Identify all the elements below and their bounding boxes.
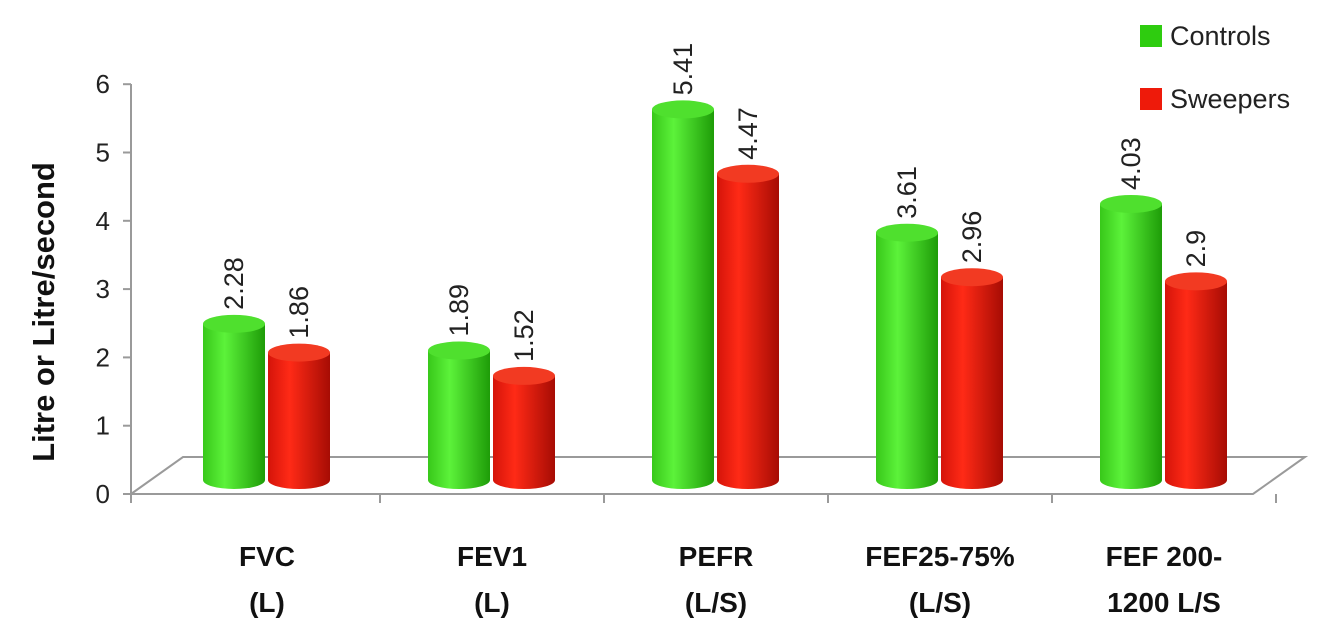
bar-controls bbox=[428, 341, 490, 489]
category-label: (L/S) bbox=[909, 587, 971, 618]
y-tick-label: 1 bbox=[96, 411, 110, 441]
y-tick-label: 0 bbox=[96, 479, 110, 509]
data-label-sweepers: 1.52 bbox=[509, 309, 539, 362]
data-label-sweepers: 2.96 bbox=[957, 211, 987, 264]
bar-body bbox=[717, 173, 779, 489]
data-label-controls: 4.03 bbox=[1116, 137, 1146, 190]
bar-sweepers bbox=[493, 366, 555, 489]
bar-body bbox=[203, 323, 265, 489]
category-label: FVC bbox=[239, 541, 295, 572]
bar-body bbox=[493, 375, 555, 489]
bar-body bbox=[428, 350, 490, 489]
x-axis-ticks bbox=[130, 494, 1277, 503]
data-label-controls: 2.28 bbox=[219, 257, 249, 310]
legend-swatch-controls bbox=[1140, 25, 1162, 47]
y-tick-label: 3 bbox=[96, 274, 110, 304]
bar-body bbox=[876, 232, 938, 489]
floor-back-edge bbox=[130, 456, 1309, 495]
bar-body bbox=[1100, 203, 1162, 489]
data-label-controls: 5.41 bbox=[668, 43, 698, 96]
bar-cap bbox=[203, 314, 265, 333]
bar-cap bbox=[428, 341, 490, 360]
bar-sweepers bbox=[268, 343, 330, 489]
category-label: PEFR bbox=[679, 541, 754, 572]
bar-controls bbox=[652, 100, 714, 489]
legend-label-controls: Controls bbox=[1170, 21, 1271, 51]
data-label-controls: 1.89 bbox=[444, 284, 474, 337]
bar-sweepers bbox=[941, 268, 1003, 489]
y-tick-label: 6 bbox=[96, 69, 110, 99]
y-tick-label: 5 bbox=[96, 138, 110, 168]
legend-swatch-sweepers bbox=[1140, 88, 1162, 110]
y-tick-label: 4 bbox=[96, 206, 110, 236]
bar-body bbox=[652, 109, 714, 489]
bar-cap bbox=[268, 343, 330, 362]
data-label-sweepers: 4.47 bbox=[733, 107, 763, 160]
category-label: FEV1 bbox=[457, 541, 527, 572]
bar-cap bbox=[652, 100, 714, 119]
bars bbox=[203, 100, 1227, 489]
bar-sweepers bbox=[1165, 272, 1227, 489]
category-label: FEF 200- bbox=[1106, 541, 1223, 572]
category-label: (L) bbox=[474, 587, 510, 618]
bar-sweepers bbox=[717, 164, 779, 489]
category-label: 1200 L/S bbox=[1107, 587, 1221, 618]
bar-controls bbox=[1100, 194, 1162, 489]
bar-cap bbox=[876, 223, 938, 242]
bar-body bbox=[268, 352, 330, 489]
category-label: FEF25-75% bbox=[865, 541, 1014, 572]
category-label: (L) bbox=[249, 587, 285, 618]
bar-body bbox=[1165, 281, 1227, 489]
bar-body bbox=[941, 277, 1003, 489]
y-axis-ticks: 0 1 2 3 4 5 6 bbox=[96, 69, 131, 509]
bar-controls bbox=[203, 314, 265, 489]
bar-cap bbox=[1165, 272, 1227, 291]
bar-cap bbox=[493, 366, 555, 385]
data-label-sweepers: 1.86 bbox=[284, 286, 314, 339]
bar-cap bbox=[717, 164, 779, 183]
y-axis-label: Litre or Litre/second bbox=[26, 162, 61, 462]
legend: Controls Sweepers bbox=[1140, 21, 1290, 114]
bar-cap bbox=[941, 268, 1003, 287]
category-labels: FVC (L) FEV1 (L) PEFR (L/S) FEF25-75% (L/S) FEF … bbox=[239, 541, 1222, 618]
category-label: (L/S) bbox=[685, 587, 747, 618]
bar-cap bbox=[1100, 194, 1162, 213]
y-tick-label: 2 bbox=[96, 342, 110, 372]
data-label-sweepers: 2.9 bbox=[1181, 230, 1211, 268]
legend-label-sweepers: Sweepers bbox=[1170, 84, 1290, 114]
bar-controls bbox=[876, 223, 938, 489]
data-labels: 2.28 1.89 5.41 3.61 4.03 1.86 1.52 4.47 2.96 2.9 bbox=[219, 43, 1211, 362]
data-label-controls: 3.61 bbox=[892, 166, 922, 219]
